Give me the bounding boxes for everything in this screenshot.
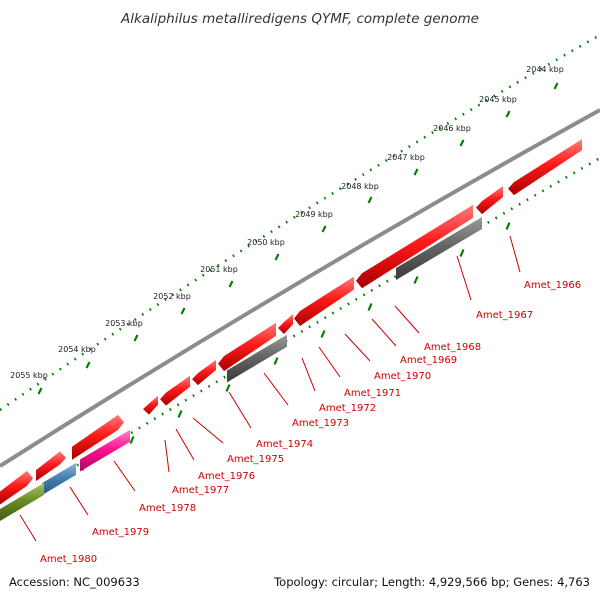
gene-label[interactable]: Amet_1975 bbox=[227, 454, 284, 465]
gene-label-leader bbox=[344, 333, 371, 362]
gene-label-leader bbox=[113, 460, 136, 492]
kbp-major-tick bbox=[459, 139, 465, 147]
gene-label[interactable]: Amet_1977 bbox=[172, 485, 229, 496]
inner-major-tick bbox=[320, 330, 326, 338]
genome-backbone bbox=[0, 108, 600, 468]
gene-glyph[interactable] bbox=[294, 276, 354, 327]
kbp-major-tick bbox=[367, 196, 373, 204]
kbp-major-tick bbox=[180, 307, 186, 315]
gene-label[interactable]: Amet_1967 bbox=[476, 310, 533, 321]
gene-glyph[interactable] bbox=[0, 470, 33, 505]
gene-label[interactable]: Amet_1972 bbox=[319, 403, 376, 414]
gene-glyph[interactable] bbox=[160, 375, 190, 406]
inner-major-tick bbox=[367, 303, 373, 311]
kbp-major-tick bbox=[133, 334, 139, 342]
gene-label-leader bbox=[509, 235, 521, 273]
topology-text: Topology: circular; Length: 4,929,566 bp… bbox=[273, 575, 590, 589]
kbp-major-tick bbox=[37, 387, 43, 395]
gene-glyph[interactable] bbox=[278, 314, 293, 335]
gene-label-leader bbox=[175, 428, 195, 461]
inner-major-tick bbox=[459, 249, 465, 257]
gene-glyph[interactable] bbox=[218, 322, 276, 372]
gene-label-leader bbox=[394, 305, 420, 334]
gene-label[interactable]: Amet_1973 bbox=[292, 418, 349, 429]
kbp-tick-label: 2049 kbp bbox=[295, 210, 333, 219]
gene-label[interactable]: Amet_1971 bbox=[344, 388, 401, 399]
inner-major-tick bbox=[225, 384, 231, 392]
gene-glyph[interactable] bbox=[508, 139, 582, 196]
gene-label-leader bbox=[263, 372, 289, 406]
gene-label-leader bbox=[228, 391, 252, 429]
gene-label-leader bbox=[456, 255, 472, 301]
kbp-tick-label: 2048 kbp bbox=[341, 182, 379, 191]
gene-glyph[interactable] bbox=[42, 462, 76, 496]
kbp-tick-label: 2055 kbp bbox=[10, 371, 48, 380]
gene-glyph[interactable] bbox=[0, 482, 44, 521]
gene-label[interactable]: Amet_1974 bbox=[256, 439, 313, 450]
kbp-major-tick bbox=[274, 253, 280, 261]
gene-label[interactable]: Amet_1978 bbox=[139, 503, 196, 514]
inner-major-tick bbox=[273, 357, 279, 365]
gene-label-leader bbox=[371, 318, 397, 347]
kbp-tick-label: 2050 kbp bbox=[247, 238, 285, 247]
gene-glyph[interactable] bbox=[396, 217, 482, 281]
gene-label-leader bbox=[318, 346, 341, 378]
inner-major-tick bbox=[177, 410, 183, 418]
inner-major-tick bbox=[129, 436, 135, 444]
kbp-tick-label: 2051 kbp bbox=[200, 265, 238, 274]
kbp-major-tick bbox=[85, 361, 91, 369]
gene-label[interactable]: Amet_1979 bbox=[92, 527, 149, 538]
kbp-tick-label: 2047 kbp bbox=[387, 153, 425, 162]
kbp-major-tick bbox=[553, 82, 559, 90]
kbp-major-tick bbox=[321, 225, 327, 233]
gene-glyph[interactable] bbox=[476, 186, 503, 215]
gene-label-leader bbox=[192, 417, 224, 444]
gene-label[interactable]: Amet_1966 bbox=[524, 280, 581, 291]
gene-label[interactable]: Amet_1970 bbox=[374, 371, 431, 382]
kbp-tick-label: 2052 kbp bbox=[153, 292, 191, 301]
kbp-tick-label: 2046 kbp bbox=[433, 124, 471, 133]
gene-label[interactable]: Amet_1968 bbox=[424, 342, 481, 353]
gene-label[interactable]: Amet_1976 bbox=[198, 471, 255, 482]
kbp-tick-label: 2044 kbp bbox=[526, 65, 564, 74]
kbp-tick-label: 2054 kbp bbox=[58, 345, 96, 354]
kbp-tick-label: 2045 kbp bbox=[479, 95, 517, 104]
kbp-tick-label: 2053 kbp bbox=[105, 319, 143, 328]
gene-glyph[interactable] bbox=[36, 451, 66, 482]
gene-glyph[interactable] bbox=[192, 359, 216, 386]
gene-label[interactable]: Amet_1969 bbox=[400, 355, 457, 366]
gene-glyph[interactable] bbox=[227, 334, 287, 383]
gene-glyph[interactable] bbox=[80, 429, 130, 472]
kbp-major-tick bbox=[505, 110, 511, 118]
gene-track bbox=[0, 139, 582, 521]
kbp-scale: 2044 kbp 2045 kbp 2046 kbp 2047 kbp 2048 kbp… bbox=[10, 65, 564, 497]
accession-text: Accession: NC_009633 bbox=[9, 575, 140, 589]
map-title: Alkaliphilus metalliredigens QYMF, compl… bbox=[120, 11, 479, 27]
inner-major-tick bbox=[505, 222, 511, 230]
gene-label-leader bbox=[19, 514, 37, 542]
kbp-major-tick bbox=[413, 168, 419, 176]
gene-label-leader bbox=[164, 439, 170, 473]
gene-glyph[interactable] bbox=[72, 414, 124, 460]
gene-label-leader bbox=[301, 357, 316, 392]
gene-label[interactable]: Amet_1980 bbox=[40, 554, 97, 565]
kbp-major-tick bbox=[228, 280, 234, 288]
gene-glyph[interactable] bbox=[356, 204, 473, 289]
gene-label-layer: Amet_1966 Amet_1967 Amet_1968 Amet_1969 Amet… bbox=[19, 235, 581, 565]
inner-major-tick bbox=[413, 276, 419, 284]
gene-glyph[interactable] bbox=[143, 395, 158, 415]
gene-label-leader bbox=[69, 486, 89, 516]
